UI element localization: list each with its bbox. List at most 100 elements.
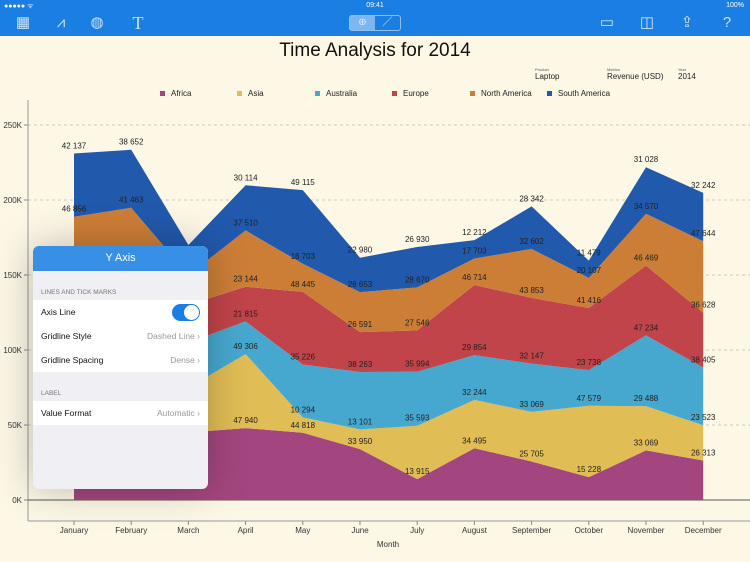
popover-title: Y Axis	[33, 246, 208, 271]
data-label: 49 306	[233, 342, 258, 351]
legend: Africa Asia Australia Europe North America So…	[0, 89, 750, 101]
data-label: 22 980	[348, 246, 373, 255]
legend-swatch	[315, 91, 320, 96]
x-tick-label: February	[115, 526, 147, 535]
data-label: 35 593	[405, 414, 430, 423]
meta-metrics[interactable]: Metrics Revenue (USD)	[607, 67, 664, 81]
y-tick-label: 0K	[12, 496, 22, 505]
data-label: 33 069	[519, 400, 544, 409]
mode-segmented-control[interactable]: ⊕ ／	[349, 15, 401, 31]
data-label: 27 546	[405, 318, 430, 327]
data-label: 13 101	[348, 417, 373, 426]
axis-line-row: Axis Line	[33, 300, 208, 324]
data-label: 32 147	[519, 352, 544, 361]
y-tick-label: 50K	[8, 421, 23, 430]
area-europe	[74, 265, 704, 373]
data-label: 35 226	[291, 352, 316, 361]
signal-indicator: ●●●●● ᯤ	[4, 3, 34, 10]
x-axis-title: Month	[377, 540, 399, 549]
legend-item[interactable]: Asia	[237, 89, 264, 98]
y-tick-label: 200K	[3, 196, 22, 205]
legend-item[interactable]: South America	[547, 89, 610, 98]
data-label: 28 342	[519, 194, 544, 203]
data-label: 20 107	[577, 266, 602, 275]
data-label: 47 234	[634, 323, 659, 332]
data-label: 32 242	[691, 181, 716, 190]
data-label: 37 510	[233, 218, 258, 227]
grid-icon[interactable]: ▦	[15, 14, 31, 31]
toolbar: ●●●●● ᯤ 09:41 100% ▦ ⩘ ◍ T ⊕ ／ ▭ ◫ ⇪ ?	[0, 0, 750, 36]
chevron-right-icon: ›	[197, 331, 200, 341]
meta-year[interactable]: Year 2014	[678, 67, 696, 81]
layout-icon[interactable]: ▭	[599, 14, 615, 31]
data-label: 41 463	[119, 196, 144, 205]
data-label: 29 854	[462, 343, 487, 352]
data-label: 46 714	[462, 273, 487, 282]
palette-icon[interactable]: ◍	[90, 14, 104, 31]
x-tick-label: December	[685, 526, 722, 535]
data-label: 47 579	[577, 394, 602, 403]
legend-item[interactable]: Europe	[392, 89, 429, 98]
data-label: 33 069	[634, 438, 659, 447]
data-label: 34 495	[462, 436, 487, 445]
data-label: 26 653	[348, 280, 373, 289]
x-tick-label: October	[575, 526, 604, 535]
data-label: 17 703	[462, 246, 487, 255]
data-label: 32 602	[519, 237, 544, 246]
data-label: 34 570	[634, 202, 659, 211]
text-icon[interactable]: T	[132, 13, 144, 33]
area-australia	[74, 321, 704, 430]
data-label: 11 479	[577, 249, 601, 258]
legend-item[interactable]: Africa	[160, 89, 191, 98]
data-label: 26 591	[348, 320, 373, 329]
data-label: 30 114	[234, 173, 258, 182]
data-label: 21 815	[233, 309, 258, 318]
chart-icon[interactable]: ⩘	[56, 14, 66, 31]
area-asia	[74, 354, 704, 480]
chevron-right-icon: ›	[197, 408, 200, 418]
pencil-icon[interactable]: ／	[382, 17, 393, 28]
y-tick-label: 250K	[3, 121, 22, 130]
gridline-style-row[interactable]: Gridline Style Dashed Line ›	[33, 324, 208, 348]
x-tick-label: April	[238, 526, 254, 535]
status-bar: ●●●●● ᯤ 09:41 100%	[0, 2, 750, 12]
value-format-row[interactable]: Value Format Automatic ›	[33, 401, 208, 425]
x-tick-label: June	[351, 526, 369, 535]
data-label: 25 705	[519, 449, 544, 458]
data-label: 38 405	[691, 356, 716, 365]
zoom-icon[interactable]: ⊕	[350, 16, 375, 30]
meta-product[interactable]: Product Laptop	[535, 67, 560, 81]
data-label: 32 244	[462, 388, 487, 397]
data-label: 49 115	[291, 178, 315, 187]
x-tick-label: May	[295, 526, 310, 535]
help-icon[interactable]: ?	[722, 14, 732, 31]
section-header: LINES AND TICK MARKS	[41, 289, 117, 296]
data-label: 47 940	[233, 416, 258, 425]
data-label: 43 853	[519, 286, 544, 295]
book-icon[interactable]: ◫	[639, 14, 655, 31]
data-label: 23 738	[577, 358, 602, 367]
data-label: 26 930	[405, 235, 430, 244]
data-label: 28 670	[405, 275, 430, 284]
legend-item[interactable]: Australia	[315, 89, 357, 98]
data-label: 13 915	[405, 467, 430, 476]
data-label: 47 644	[691, 229, 716, 238]
gridline-spacing-row[interactable]: Gridline Spacing Dense ›	[33, 348, 208, 372]
share-icon[interactable]: ⇪	[680, 14, 694, 31]
data-label: 23 144	[233, 275, 258, 284]
data-label: 15 228	[577, 465, 602, 474]
data-label: 10 294	[291, 405, 316, 414]
data-label: 26 313	[691, 449, 716, 458]
x-tick-label: July	[410, 526, 424, 535]
data-label: 42 137	[62, 142, 87, 151]
data-label: 44 818	[291, 421, 316, 430]
axis-line-toggle[interactable]	[172, 303, 200, 321]
legend-item[interactable]: North America	[470, 89, 532, 98]
x-tick-label: August	[462, 526, 488, 535]
data-label: 35 994	[405, 360, 430, 369]
section-header: LABEL	[41, 390, 62, 397]
legend-swatch	[470, 91, 475, 96]
data-label: 41 416	[577, 296, 602, 305]
legend-swatch	[237, 91, 242, 96]
